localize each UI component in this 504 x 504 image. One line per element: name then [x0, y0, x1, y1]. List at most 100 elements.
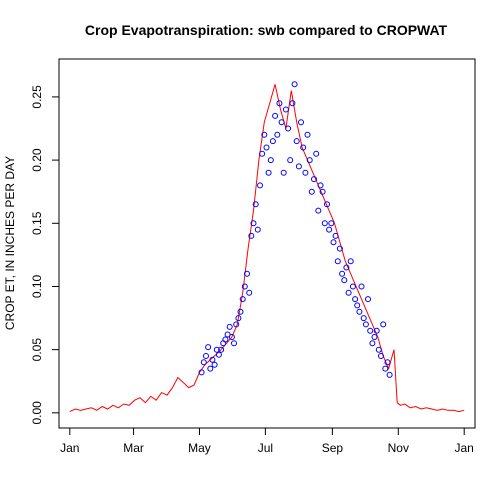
x-tick-label: May	[188, 441, 211, 455]
y-tick-label: 0.15	[30, 211, 44, 235]
x-tick-label: Jan	[455, 441, 474, 455]
data-point	[332, 232, 339, 239]
data-point	[287, 157, 294, 164]
chart-title: Crop Evapotranspiration: swb compared to…	[85, 22, 448, 38]
data-point	[384, 359, 391, 366]
data-point	[311, 176, 317, 183]
data-point	[326, 226, 333, 233]
data-point	[200, 359, 207, 366]
data-point	[218, 346, 225, 353]
data-point	[226, 323, 233, 330]
data-point	[259, 150, 266, 157]
data-point	[341, 277, 348, 284]
data-point	[291, 81, 298, 88]
data-point	[295, 163, 302, 170]
x-tick-label: Sep	[322, 441, 344, 455]
data-point	[308, 188, 315, 195]
data-point	[375, 346, 382, 353]
data-point	[285, 125, 292, 132]
data-point	[313, 150, 320, 157]
data-point	[306, 157, 313, 164]
data-point	[224, 331, 231, 338]
data-point	[265, 169, 272, 176]
data-point	[343, 264, 350, 271]
data-point	[354, 302, 361, 309]
series-points	[198, 81, 393, 378]
data-point	[298, 119, 304, 126]
data-point	[233, 321, 240, 328]
data-point	[382, 365, 389, 372]
data-point	[300, 144, 307, 151]
data-point	[293, 138, 300, 145]
x-tick-label: Jan	[60, 441, 79, 455]
data-point	[205, 344, 212, 351]
x-axis: Jan Mar May Jul Sep Nov Jan	[60, 428, 474, 455]
data-point	[367, 327, 374, 334]
data-point	[334, 258, 341, 265]
x-tick-label: Mar	[123, 441, 144, 455]
data-point	[378, 353, 384, 359]
data-point	[213, 346, 220, 353]
data-point	[280, 169, 287, 176]
y-tick-label: 0.25	[30, 85, 44, 109]
data-point	[235, 315, 242, 322]
plot-frame	[58, 58, 476, 429]
data-point	[328, 220, 335, 227]
data-point	[267, 157, 274, 164]
data-point	[380, 321, 387, 328]
data-point	[321, 220, 328, 227]
data-point	[246, 289, 253, 296]
data-point	[336, 245, 343, 252]
data-point	[207, 365, 214, 372]
data-point	[349, 283, 356, 290]
data-point	[347, 258, 354, 265]
data-point	[360, 315, 367, 322]
red-et-line	[69, 84, 465, 413]
y-axis-label: CROP ET, IN INCHES PER DAY	[3, 156, 17, 330]
data-point	[373, 327, 380, 334]
data-point	[352, 296, 359, 303]
data-point	[282, 106, 289, 113]
data-point	[261, 131, 268, 138]
data-point	[365, 296, 371, 303]
data-point	[345, 289, 352, 296]
data-point	[203, 353, 209, 359]
data-point	[198, 369, 205, 376]
x-tick-label: Nov	[388, 441, 409, 455]
series-line	[69, 84, 465, 413]
data-point	[304, 131, 311, 138]
data-point	[274, 131, 281, 138]
data-point	[356, 308, 363, 315]
data-point	[211, 361, 218, 368]
data-point	[289, 100, 296, 107]
data-point	[371, 334, 378, 340]
data-point	[272, 112, 279, 119]
data-point	[276, 100, 283, 107]
data-point	[269, 138, 276, 145]
y-tick-label: 0.00	[30, 401, 44, 425]
data-point	[362, 321, 369, 328]
data-point	[263, 144, 270, 151]
data-point	[278, 119, 285, 126]
data-point	[239, 296, 246, 303]
data-point	[241, 283, 248, 290]
data-point	[209, 356, 216, 363]
data-point	[302, 169, 309, 176]
y-axis: 0.00 0.05 0.10 0.15 0.20 0.25	[30, 85, 59, 425]
data-point	[248, 232, 255, 239]
y-tick-label: 0.20	[30, 148, 44, 172]
y-tick-label: 0.05	[30, 338, 44, 362]
data-point	[250, 220, 257, 227]
data-point	[244, 270, 250, 277]
data-point	[231, 340, 237, 347]
data-point	[319, 188, 326, 195]
data-point	[317, 182, 324, 189]
y-tick-label: 0.10	[30, 274, 44, 298]
data-point	[222, 336, 229, 343]
x-tick-label: Jul	[258, 441, 273, 455]
data-point	[330, 239, 337, 246]
data-point	[386, 371, 393, 378]
data-point	[257, 182, 263, 189]
data-point	[358, 283, 365, 290]
